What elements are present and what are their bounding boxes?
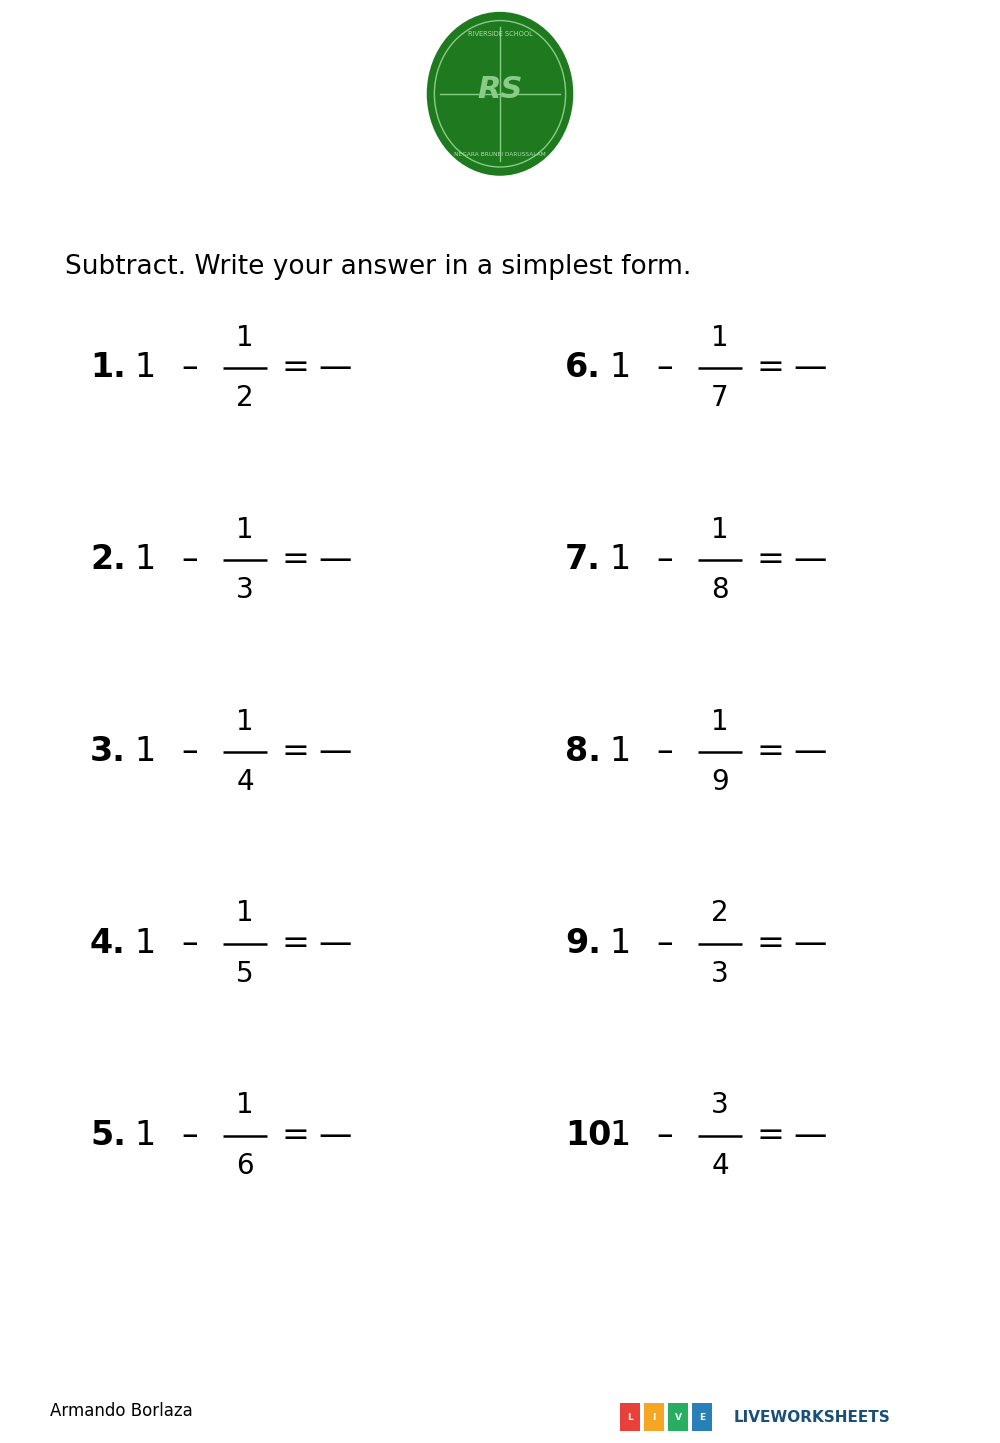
- Text: 1: 1: [134, 1120, 156, 1152]
- Text: =: =: [281, 544, 309, 576]
- Text: V: V: [674, 1413, 682, 1421]
- Text: 10.: 10.: [565, 1120, 624, 1152]
- Text: —: —: [793, 1120, 827, 1152]
- Text: =: =: [281, 928, 309, 960]
- Text: Armando Borlaza: Armando Borlaza: [50, 1403, 193, 1420]
- Text: RS: RS: [477, 75, 523, 104]
- Text: —: —: [318, 928, 352, 960]
- Text: —: —: [793, 736, 827, 768]
- Text: =: =: [756, 928, 784, 960]
- Text: —: —: [318, 736, 352, 768]
- Text: 8.: 8.: [565, 736, 601, 768]
- Text: 4: 4: [711, 1152, 729, 1180]
- Text: LIVEWORKSHEETS: LIVEWORKSHEETS: [734, 1410, 891, 1424]
- Text: 1: 1: [236, 323, 254, 352]
- Text: –: –: [182, 736, 198, 768]
- Text: –: –: [657, 1120, 673, 1152]
- Text: —: —: [318, 1120, 352, 1152]
- Text: 3: 3: [236, 576, 254, 605]
- Text: I: I: [652, 1413, 656, 1421]
- Text: 1: 1: [134, 928, 156, 960]
- Text: 2.: 2.: [90, 544, 126, 576]
- Text: 5: 5: [236, 960, 254, 988]
- Text: –: –: [657, 544, 673, 576]
- Text: 1: 1: [236, 707, 254, 736]
- Text: =: =: [756, 736, 784, 768]
- Text: 1: 1: [711, 515, 729, 544]
- Text: NEGARA BRUNEI DARUSSALAM: NEGARA BRUNEI DARUSSALAM: [454, 152, 546, 156]
- Text: 9: 9: [711, 768, 729, 797]
- Text: 8: 8: [711, 576, 729, 605]
- Text: —: —: [793, 928, 827, 960]
- Text: —: —: [318, 544, 352, 576]
- Text: —: —: [793, 352, 827, 384]
- Text: 4: 4: [236, 768, 254, 797]
- Text: 1.: 1.: [90, 352, 126, 384]
- Text: 2: 2: [711, 899, 729, 928]
- Text: 1: 1: [134, 736, 156, 768]
- Text: Subtract. Write your answer in a simplest form.: Subtract. Write your answer in a simples…: [65, 254, 691, 280]
- Text: 1: 1: [711, 707, 729, 736]
- Text: 1: 1: [236, 1091, 254, 1120]
- Text: 1: 1: [609, 544, 631, 576]
- Text: –: –: [182, 544, 198, 576]
- Text: 1: 1: [609, 1120, 631, 1152]
- Text: =: =: [281, 352, 309, 384]
- FancyBboxPatch shape: [668, 1403, 688, 1431]
- Text: L: L: [627, 1413, 633, 1421]
- Text: =: =: [756, 544, 784, 576]
- Text: 9.: 9.: [565, 928, 601, 960]
- FancyBboxPatch shape: [692, 1403, 712, 1431]
- FancyBboxPatch shape: [620, 1403, 640, 1431]
- Text: 3: 3: [711, 1091, 729, 1120]
- Text: –: –: [182, 352, 198, 384]
- Text: 1: 1: [134, 352, 156, 384]
- Text: 2: 2: [236, 384, 254, 413]
- Text: 1: 1: [609, 928, 631, 960]
- Text: 1: 1: [711, 323, 729, 352]
- Text: –: –: [182, 928, 198, 960]
- Text: 1: 1: [609, 352, 631, 384]
- Text: 3.: 3.: [90, 736, 126, 768]
- Ellipse shape: [425, 10, 575, 177]
- Text: –: –: [182, 1120, 198, 1152]
- Text: —: —: [318, 352, 352, 384]
- Text: 6.: 6.: [565, 352, 601, 384]
- Text: =: =: [756, 1120, 784, 1152]
- Text: 4.: 4.: [90, 928, 126, 960]
- Text: 1: 1: [609, 736, 631, 768]
- Text: 7: 7: [711, 384, 729, 413]
- Text: 6: 6: [236, 1152, 254, 1180]
- Text: =: =: [281, 1120, 309, 1152]
- FancyBboxPatch shape: [644, 1403, 664, 1431]
- Text: 1: 1: [236, 515, 254, 544]
- Text: RIVERSIDE SCHOOL: RIVERSIDE SCHOOL: [468, 30, 532, 36]
- Text: 1: 1: [134, 544, 156, 576]
- Text: —: —: [793, 544, 827, 576]
- Text: 1: 1: [236, 899, 254, 928]
- Text: =: =: [756, 352, 784, 384]
- Text: –: –: [657, 928, 673, 960]
- Text: –: –: [657, 736, 673, 768]
- Text: –: –: [657, 352, 673, 384]
- Text: 5.: 5.: [90, 1120, 126, 1152]
- Text: 3: 3: [711, 960, 729, 988]
- Text: E: E: [699, 1413, 705, 1421]
- Text: 7.: 7.: [565, 544, 601, 576]
- Text: =: =: [281, 736, 309, 768]
